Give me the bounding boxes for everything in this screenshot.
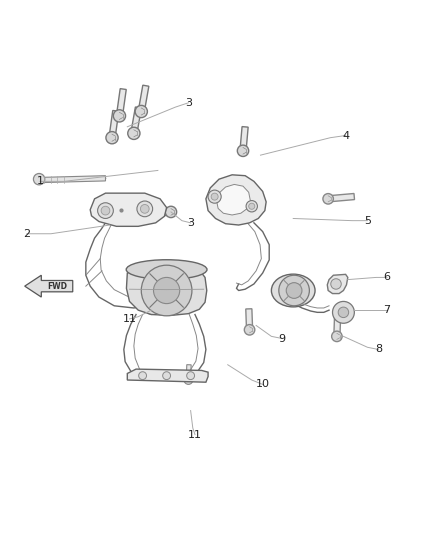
Polygon shape (39, 176, 106, 183)
Text: 11: 11 (188, 430, 202, 440)
Text: 4: 4 (342, 131, 349, 141)
Circle shape (98, 203, 113, 219)
Text: 11: 11 (123, 314, 137, 324)
Circle shape (33, 174, 45, 185)
Polygon shape (186, 365, 191, 380)
Text: 10: 10 (256, 379, 270, 390)
Polygon shape (240, 127, 248, 151)
Polygon shape (327, 274, 348, 294)
Circle shape (162, 372, 170, 379)
Polygon shape (25, 275, 73, 297)
Circle shape (147, 306, 155, 314)
Circle shape (211, 193, 218, 200)
Circle shape (331, 279, 341, 289)
Circle shape (286, 282, 302, 298)
Circle shape (249, 203, 255, 209)
Polygon shape (127, 265, 207, 316)
Polygon shape (334, 316, 341, 336)
Circle shape (338, 307, 349, 318)
Circle shape (135, 106, 148, 118)
Circle shape (165, 206, 177, 217)
Polygon shape (90, 193, 166, 227)
Circle shape (187, 372, 194, 379)
Text: 3: 3 (187, 218, 194, 228)
Circle shape (246, 200, 258, 212)
Circle shape (332, 331, 342, 342)
Text: 8: 8 (375, 344, 382, 354)
Ellipse shape (272, 274, 315, 307)
Circle shape (128, 127, 140, 140)
Circle shape (106, 132, 118, 144)
Polygon shape (149, 295, 154, 310)
Polygon shape (246, 309, 253, 330)
Circle shape (279, 275, 309, 306)
Circle shape (113, 110, 126, 122)
Circle shape (141, 265, 192, 316)
Polygon shape (217, 184, 251, 215)
Circle shape (141, 205, 149, 213)
Polygon shape (328, 193, 354, 202)
Circle shape (137, 201, 152, 217)
Circle shape (139, 372, 147, 379)
Polygon shape (127, 369, 208, 382)
Circle shape (323, 193, 333, 204)
Polygon shape (206, 175, 266, 225)
Polygon shape (117, 88, 126, 116)
Circle shape (332, 302, 354, 323)
Text: 1: 1 (36, 176, 43, 187)
Text: 5: 5 (364, 216, 371, 225)
Text: 6: 6 (384, 272, 391, 282)
Circle shape (184, 376, 193, 384)
Text: FWD: FWD (47, 281, 67, 290)
Circle shape (237, 145, 249, 157)
Circle shape (244, 325, 255, 335)
Text: 9: 9 (279, 334, 286, 344)
Circle shape (208, 190, 221, 203)
Text: 2: 2 (23, 229, 31, 239)
Text: 3: 3 (185, 98, 192, 108)
Polygon shape (109, 110, 119, 138)
Circle shape (153, 277, 180, 304)
Polygon shape (138, 85, 149, 112)
Ellipse shape (126, 260, 207, 279)
Polygon shape (143, 209, 171, 215)
Circle shape (101, 206, 110, 215)
Polygon shape (131, 107, 141, 134)
Text: 7: 7 (384, 305, 391, 315)
